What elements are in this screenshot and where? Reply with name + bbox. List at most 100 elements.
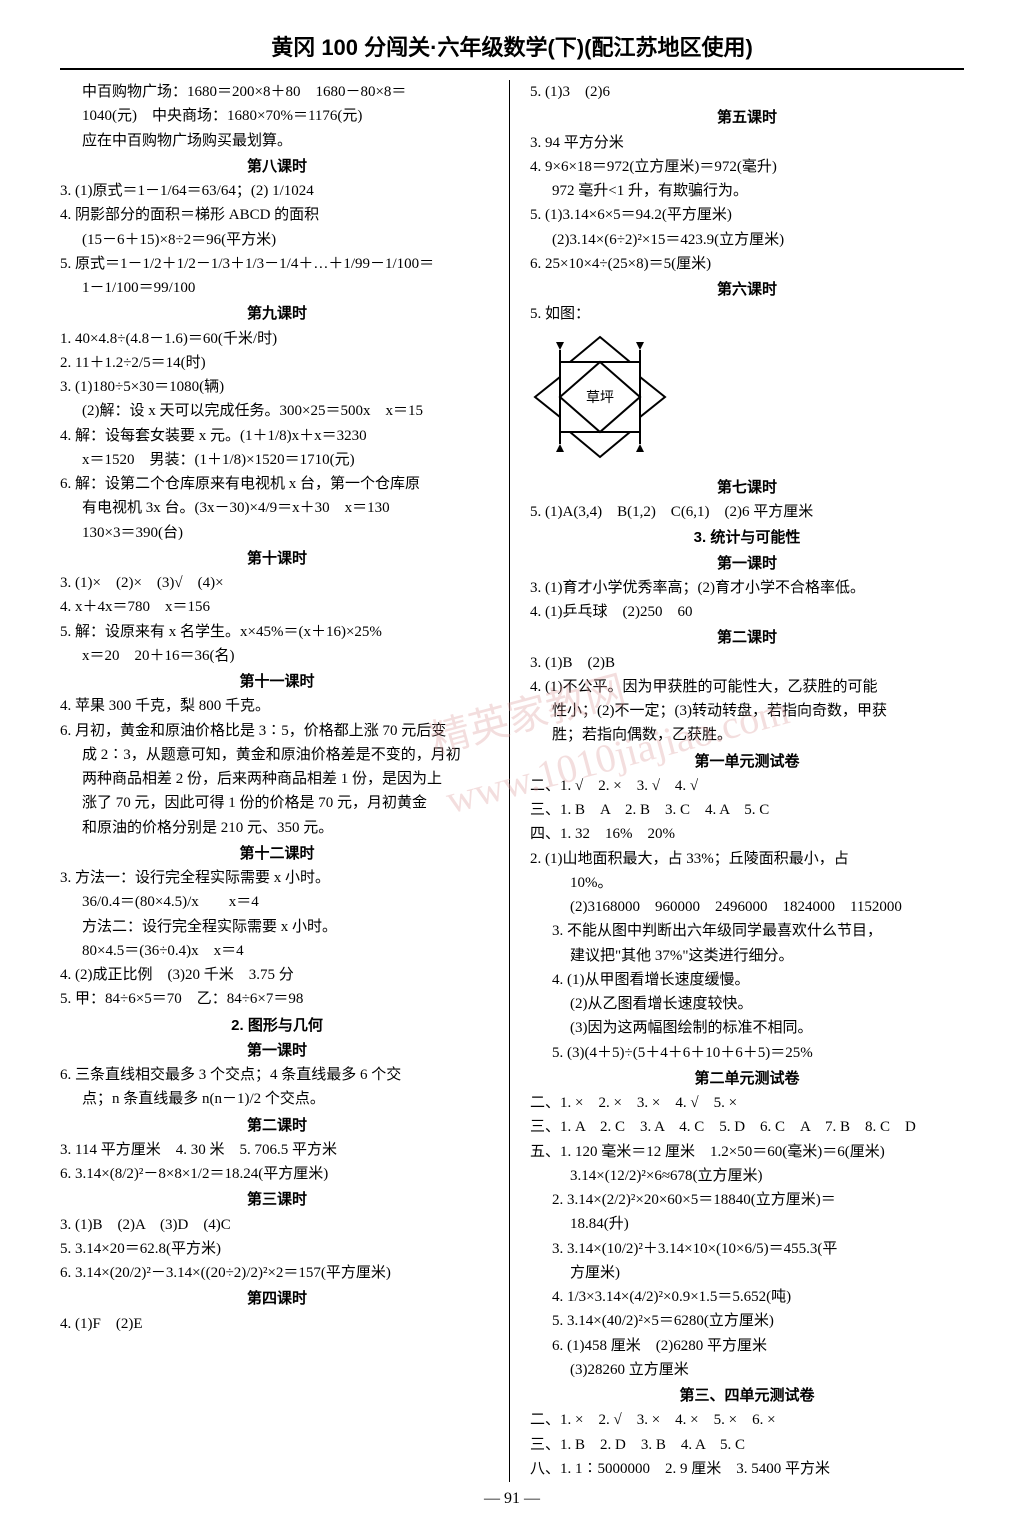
text-line: 6. 25×10×4÷(25×8)＝5(厘米) [530,253,964,276]
section-heading: 3. 统计与可能性 [530,526,964,549]
text-line: 4. 阴影部分的面积＝梯形 ABCD 的面积 [60,204,494,227]
text-line: (15－6＋15)×8÷2＝96(平方米) [60,229,494,252]
test-heading: 第二单元测试卷 [530,1067,964,1090]
text-line: (2)解：设 x 天可以完成任务。300×25＝500x x＝15 [60,400,494,423]
text-line: 4. (1)乒乓球 (2)250 60 [530,601,964,624]
text-line: 方厘米) [530,1262,964,1285]
text-line: 3. 方法一：设行完全程实际需要 x 小时。 [60,867,494,890]
text-line: 三、1. A 2. C 3. A 4. C 5. D 6. C A 7. B 8… [530,1116,964,1139]
text-line: 方法二：设行完全程实际需要 x 小时。 [60,916,494,939]
text-line: x＝1520 男装：(1＋1/8)×1520＝1710(元) [60,449,494,472]
text-line: 4. (1)从甲图看增长速度缓慢。 [530,969,964,992]
text-line: 3. 114 平方厘米 4. 30 米 5. 706.5 平方米 [60,1139,494,1162]
text-line: 4. 1/3×3.14×(4/2)²×0.9×1.5＝5.652(吨) [530,1286,964,1309]
text-line: 和原油的价格分别是 210 元、350 元。 [60,817,494,840]
text-line: 5. 3.14×20＝62.8(平方米) [60,1238,494,1261]
text-line: 36/0.4＝(80×4.5)/x x＝4 [60,891,494,914]
text-line: 3. 不能从图中判断出六年级同学最喜欢什么节目， [530,920,964,943]
text-line: 4. (2)成正比例 (3)20 千米 3.75 分 [60,964,494,987]
text-line: (3)因为这两幅图绘制的标准不相同。 [530,1017,964,1040]
text-line: 4. x＋4x＝780 x＝156 [60,596,494,619]
text-line: 80×4.5＝(36÷0.4)x x＝4 [60,940,494,963]
text-line: 3.14×(12/2)²×6≈678(立方厘米) [530,1165,964,1188]
text-line: 4. 9×6×18＝972(立方厘米)＝972(毫升) [530,156,964,179]
text-line: 5. (1)A(3,4) B(1,2) C(6,1) (2)6 平方厘米 [530,501,964,524]
lesson-heading: 第二课时 [60,1114,494,1137]
text-line: 二、1. × 2. × 3. × 4. √ 5. × [530,1092,964,1115]
text-line: 涨了 70 元，因此可得 1 份的价格是 70 元，月初黄金 [60,792,494,815]
text-line: 5. (1)3.14×6×5＝94.2(平方厘米) [530,204,964,227]
svg-text:草坪: 草坪 [586,390,614,406]
text-line: 1－1/100＝99/100 [60,277,494,300]
text-line: 三、1. B 2. D 3. B 4. A 5. C [530,1434,964,1457]
text-line: 130×3＝390(台) [60,522,494,545]
text-line: 5. 原式＝1－1/2＋1/2－1/3＋1/3－1/4＋…＋1/99－1/100… [60,253,494,276]
test-heading: 第一单元测试卷 [530,750,964,773]
text-line: 四、1. 32 16% 20% [530,823,964,846]
text-line: 三、1. B A 2. B 3. C 4. A 5. C [530,799,964,822]
text-line: 6. 月初，黄金和原油价格比是 3∶5，价格都上涨 70 元后变 [60,720,494,743]
lesson-heading: 第十课时 [60,547,494,570]
text-line: 二、1. √ 2. × 3. √ 4. √ [530,775,964,798]
text-line: 3. (1)180÷5×30＝1080(辆) [60,376,494,399]
lesson-heading: 第一课时 [530,552,964,575]
lesson-heading: 第三课时 [60,1188,494,1211]
text-line: 有电视机 3x 台。(3x－30)×4/9＝x＋30 x＝130 [60,497,494,520]
text-line: 二、1. × 2. √ 3. × 4. × 5. × 6. × [530,1409,964,1432]
text-line: 3. 3.14×(10/2)²＋3.14×10×(10×6/5)＝455.3(平 [530,1238,964,1261]
text-line: 2. 3.14×(2/2)²×20×60×5＝18840(立方厘米)＝ [530,1189,964,1212]
text-line: 应在中百购物广场购买最划算。 [60,130,494,153]
text-line: 4. (1)不公平。因为甲获胜的可能性大，乙获胜的可能 [530,676,964,699]
text-line: 4. 解：设每套女装要 x 元。(1＋1/8)x＋x＝3230 [60,425,494,448]
text-line: x＝20 20＋16＝36(名) [60,645,494,668]
lesson-heading: 第一课时 [60,1039,494,1062]
text-line: 6. 3.14×(20/2)²－3.14×((20÷2)/2)²×2＝157(平… [60,1262,494,1285]
page-title: 黄冈 100 分闯关·六年级数学(下)(配江苏地区使用) [60,30,964,70]
lesson-heading: 第四课时 [60,1287,494,1310]
text-line: 4. 苹果 300 千克，梨 800 千克。 [60,695,494,718]
text-line: 6. 解：设第二个仓库原来有电视机 x 台，第一个仓库原 [60,473,494,496]
text-line: (2)从乙图看增长速度较快。 [530,993,964,1016]
text-line: 3. (1)育才小学优秀率高；(2)育才小学不合格率低。 [530,577,964,600]
text-line: 5. 解：设原来有 x 名学生。x×45%＝(x＋16)×25% [60,621,494,644]
text-line: 点；n 条直线最多 n(n－1)/2 个交点。 [60,1088,494,1111]
text-line: 性小；(2)不一定；(3)转动转盘，若指向奇数，甲获 [530,700,964,723]
text-line: 成 2∶3，从题意可知，黄金和原油价格差是不变的，月初 [60,744,494,767]
text-line: 五、1. 120 毫米＝12 厘米 1.2×50＝60(毫米)＝6(厘米) [530,1141,964,1164]
text-line: 6. (1)458 厘米 (2)6280 平方厘米 [530,1335,964,1358]
text-line: 3. (1)原式＝1－1/64＝63/64；(2) 1/1024 [60,180,494,203]
text-line: 3. (1)B (2)A (3)D (4)C [60,1214,494,1237]
text-line: 6. 三条直线相交最多 3 个交点；4 条直线最多 6 个交 [60,1064,494,1087]
text-line: 3. (1)× (2)× (3)√ (4)× [60,572,494,595]
text-line: 3. (1)B (2)B [530,652,964,675]
text-line: 5. (3)(4＋5)÷(5＋4＋6＋10＋6＋5)＝25% [530,1042,964,1065]
text-line: 6. 3.14×(8/2)²－8×8×1/2＝18.24(平方厘米) [60,1163,494,1186]
text-line: 2. (1)山地面积最大，占 33%；丘陵面积最小，占 [530,848,964,871]
text-line: (3)28260 立方厘米 [530,1359,964,1382]
text-line: 胜；若指向偶数，乙获胜。 [530,724,964,747]
text-line: (2)3168000 960000 2496000 1824000 115200… [530,896,964,919]
text-line: 10%。 [530,872,964,895]
page-number: — 91 — [60,1490,964,1508]
text-line: 建议把"其他 37%"这类进行细分。 [530,945,964,968]
text-line: 4. (1)F (2)E [60,1313,494,1336]
text-line: 八、1. 1∶5000000 2. 9 厘米 3. 5400 平方米 [530,1458,964,1481]
lesson-heading: 第七课时 [530,476,964,499]
text-line: 3. 94 平方分米 [530,132,964,155]
section-heading: 2. 图形与几何 [60,1014,494,1037]
text-line: 两种商品相差 2 份，后来两种商品相差 1 份，是因为上 [60,768,494,791]
lesson-heading: 第六课时 [530,278,964,301]
lesson-heading: 第二课时 [530,626,964,649]
text-line: (2)3.14×(6÷2)²×15＝423.9(立方厘米) [530,229,964,252]
left-column: 中百购物广场：1680＝200×8＋80 1680－80×8＝ 1040(元) … [60,80,510,1482]
text-line: 5. 3.14×(40/2)²×5＝6280(立方厘米) [530,1310,964,1333]
lesson-heading: 第八课时 [60,155,494,178]
lesson-heading: 第九课时 [60,302,494,325]
right-column: 精英家教网 www.1010jiajiao.com 5. (1)3 (2)6 第… [530,80,964,1482]
content-columns: 中百购物广场：1680＝200×8＋80 1680－80×8＝ 1040(元) … [60,80,964,1482]
text-line: 1. 40×4.8÷(4.8－1.6)＝60(千米/时) [60,328,494,351]
text-line: 5. 甲：84÷6×5＝70 乙：84÷6×7＝98 [60,988,494,1011]
text-line: 972 毫升<1 升，有欺骗行为。 [530,180,964,203]
text-line: 18.84(升) [530,1213,964,1236]
lesson-heading: 第十一课时 [60,670,494,693]
